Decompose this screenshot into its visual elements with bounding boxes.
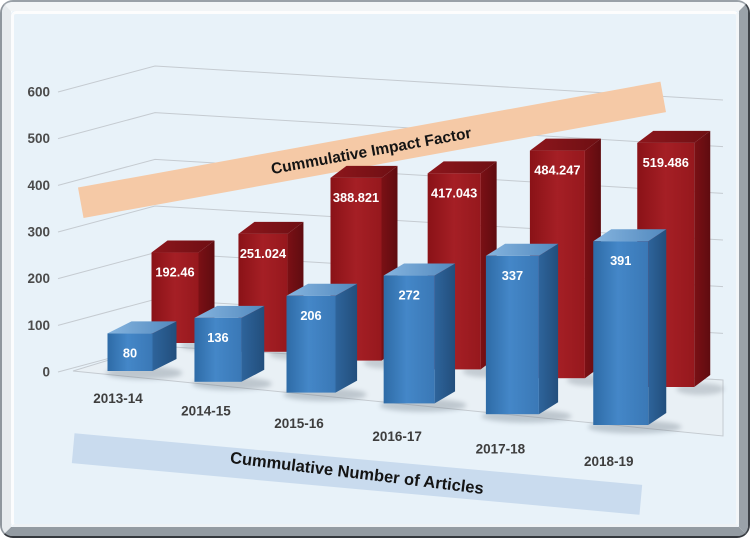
- bar-value-label: 80: [123, 345, 137, 360]
- y-axis-tick-label: 100: [27, 318, 50, 333]
- bar-value-label: 519.486: [643, 155, 689, 170]
- bar-top-articles-2015-16: [286, 283, 358, 296]
- x-axis-category-label: 2013-14: [93, 391, 143, 406]
- bar-articles-2013-14: [107, 333, 153, 371]
- bar-top-articles-2017-18: [485, 243, 559, 256]
- bar-articles-2014-15: [194, 317, 242, 382]
- bar-value-label: 136: [207, 330, 228, 345]
- bar-value-label: 484.247: [534, 163, 580, 178]
- bar-articles-2016-17: [383, 275, 435, 404]
- bar-top-articles-2016-17: [383, 263, 456, 276]
- bar-side-impact-factor-2018-19: [694, 130, 711, 387]
- bar-side-articles-2018-19: [648, 229, 667, 425]
- bar-value-label: 388.821: [333, 190, 379, 205]
- bar-side-articles-2014-15: [241, 305, 265, 382]
- bar-value-label: 192.46: [155, 265, 194, 280]
- bar-value-label: 206: [300, 308, 321, 323]
- x-axis-category-label: 2016-17: [372, 429, 422, 444]
- bar-side-articles-2016-17: [434, 263, 456, 404]
- bar-articles-2018-19: [593, 241, 649, 425]
- y-axis-tick-label: 200: [27, 271, 50, 286]
- bar-top-impact-factor-2014-15: [238, 221, 304, 234]
- bar-articles-2017-18: [485, 255, 539, 415]
- bar-top-articles-2013-14: [107, 321, 177, 334]
- x-axis-category-label: 2017-18: [476, 441, 526, 456]
- bar-side-articles-2015-16: [335, 283, 358, 393]
- bar-value-label: 417.043: [431, 185, 477, 200]
- bar-top-articles-2014-15: [194, 305, 265, 318]
- y-axis-tick-label: 0: [42, 365, 50, 380]
- bar-side-articles-2017-18: [538, 243, 559, 415]
- bar-value-label: 272: [398, 288, 419, 303]
- bar-value-label: 251.024: [240, 246, 287, 261]
- y-axis-tick-label: 300: [27, 224, 50, 239]
- bar-top-impact-factor-2018-19: [637, 130, 711, 143]
- y-axis-tick-label: 400: [27, 178, 50, 193]
- bar-side-articles-2013-14: [152, 321, 177, 371]
- grid-line: [57, 65, 724, 101]
- bar-top-impact-factor-2015-16: [330, 165, 398, 178]
- x-axis-category-label: 2018-19: [584, 454, 634, 469]
- y-axis-tick-label: 500: [27, 131, 50, 146]
- bar-top-impact-factor-2017-18: [529, 138, 601, 151]
- bar-articles-2015-16: [286, 295, 336, 393]
- bar-top-articles-2018-19: [593, 229, 667, 242]
- x-axis-category-label: 2014-15: [181, 404, 231, 419]
- impact-factor-banner-ribbon: [77, 81, 666, 218]
- bars-group: 192.46 251.024 388.821 417.043 484.247 519.48…: [107, 130, 711, 425]
- axis-labels-group: 0 100 200 300 400 500 600 2013-14 2014-15 2015-16…: [27, 84, 633, 469]
- bar-value-label: 391: [610, 253, 631, 268]
- articles-banner-ribbon: [71, 433, 643, 515]
- y-axis-tick-label: 600: [27, 84, 50, 99]
- x-axis-category-label: 2015-16: [274, 416, 324, 431]
- bar-top-impact-factor-2013-14: [151, 240, 215, 253]
- bar-value-label: 337: [502, 268, 523, 283]
- bar-top-impact-factor-2016-17: [427, 161, 497, 174]
